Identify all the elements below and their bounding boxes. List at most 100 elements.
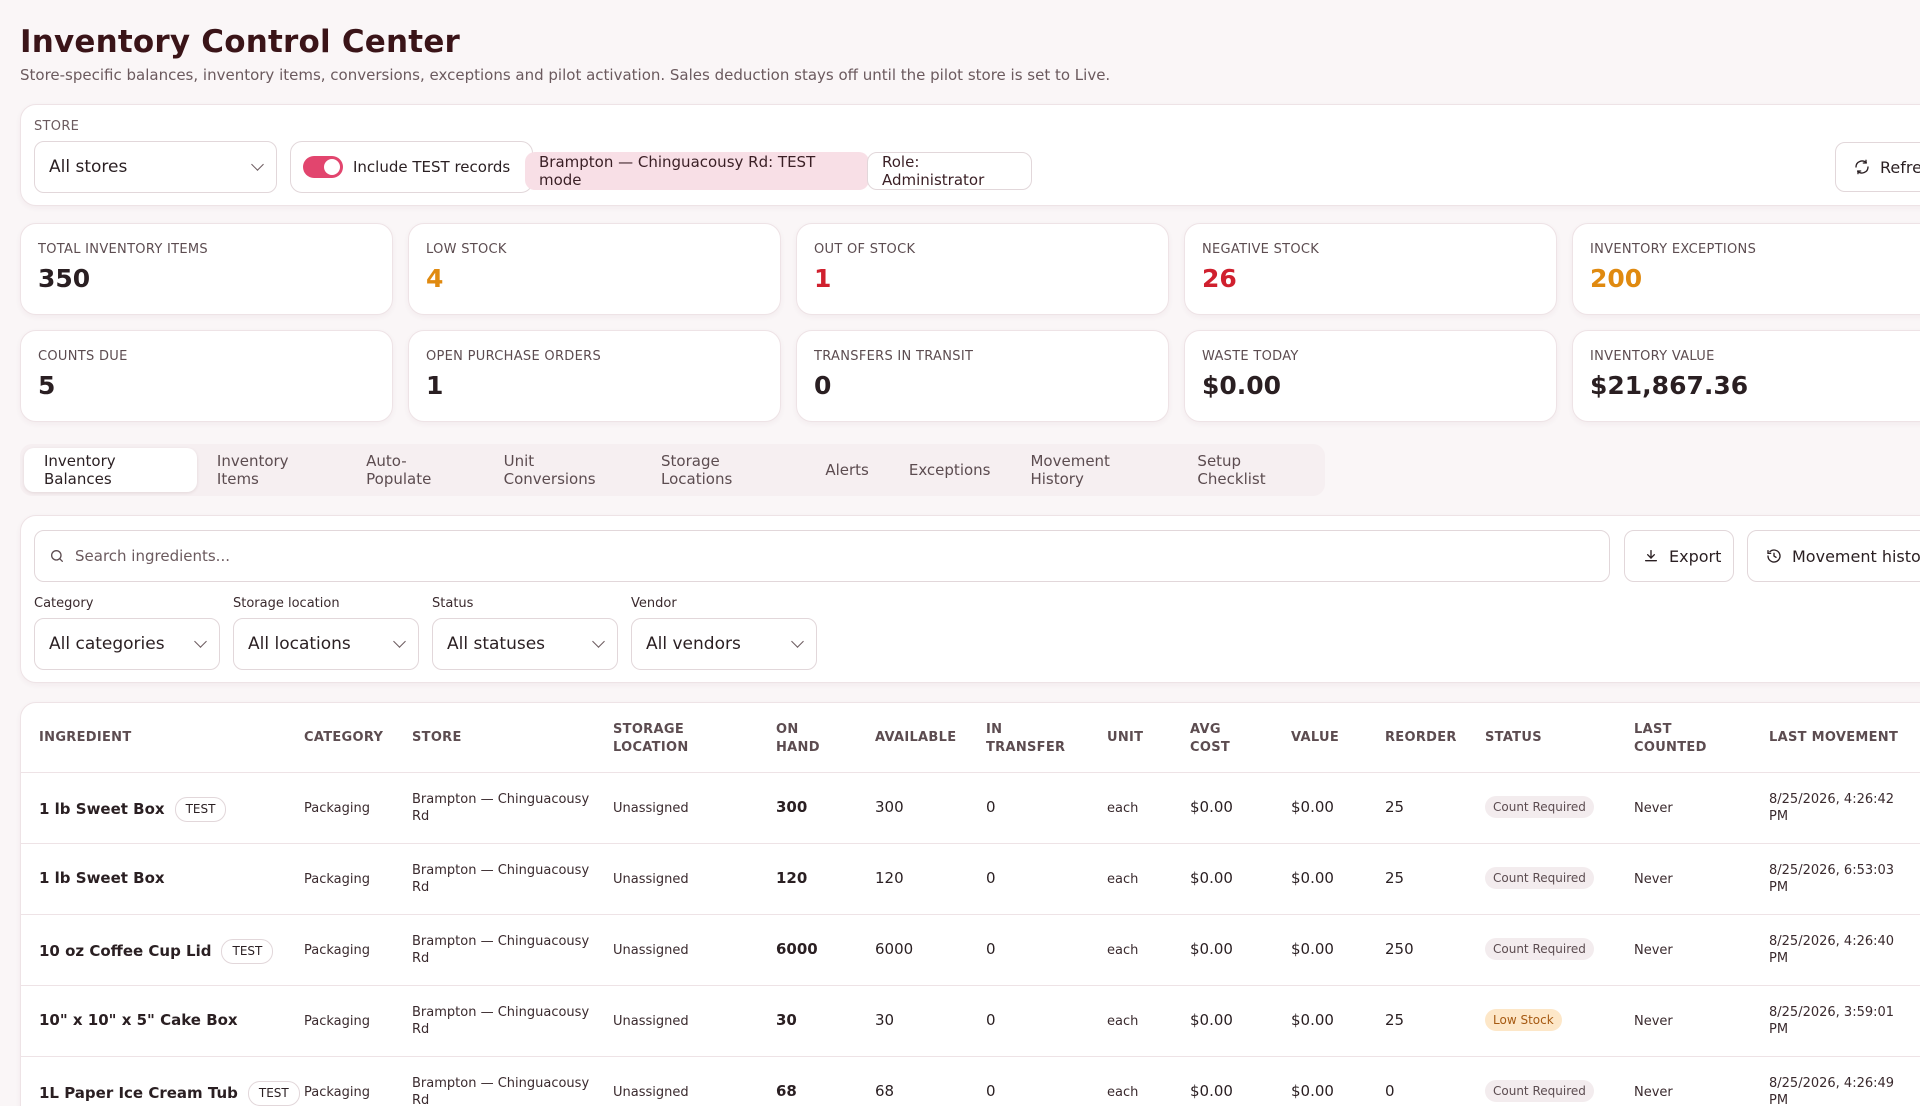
chevron-down-icon xyxy=(194,635,207,648)
test-mode-chip: Brampton — Chinguacousy Rd: TEST mode xyxy=(525,152,869,190)
storage-cell: Unassigned xyxy=(613,872,689,887)
table-row[interactable]: 1 lb Sweet Box Packaging Brampton — Chin… xyxy=(21,843,1920,914)
unit-cell: each xyxy=(1107,872,1139,887)
ingredient-label: 1 lb Sweet Box xyxy=(39,869,165,887)
last-counted-cell: Never xyxy=(1634,801,1673,816)
on-hand-cell: 30 xyxy=(776,1011,797,1029)
table-row[interactable]: 10 oz Coffee Cup Lid TEST Packaging Bramp… xyxy=(21,914,1920,985)
on-hand-cell: 120 xyxy=(776,869,808,887)
header-line: STORAGE xyxy=(613,722,685,737)
include-test-toggle[interactable]: Include TEST records xyxy=(290,141,533,193)
header-on-hand[interactable]: ON HAND xyxy=(776,721,820,757)
ingredient-name: 1 lb Sweet Box xyxy=(39,870,165,887)
tab-setup-checklist[interactable]: Setup Checklist xyxy=(1197,452,1266,488)
header-available[interactable]: AVAILABLE xyxy=(875,730,957,745)
role-chip: Role: Administrator xyxy=(867,152,1032,190)
category-cell: Packaging xyxy=(304,1085,370,1100)
store-line: Rd xyxy=(412,1022,430,1037)
refresh-button[interactable]: Refresh xyxy=(1835,142,1920,192)
header-unit[interactable]: UNIT xyxy=(1107,730,1144,745)
store-line: Rd xyxy=(412,951,430,966)
chevron-down-icon xyxy=(393,635,406,648)
header-line: COUNTED xyxy=(1634,740,1707,755)
avg-cost-cell: $0.00 xyxy=(1190,940,1233,958)
store-cell: Brampton — Chinguacousy Rd xyxy=(412,791,589,825)
header-in-transfer[interactable]: IN TRANSFER xyxy=(986,721,1065,757)
header-storage-location[interactable]: STORAGE LOCATION xyxy=(613,721,689,757)
on-hand-cell: 300 xyxy=(776,798,808,816)
tab-exceptions[interactable]: Exceptions xyxy=(908,461,991,479)
storage-location-value: All locations xyxy=(248,634,351,654)
table-row[interactable]: 1 lb Sweet Box TEST Packaging Brampton — … xyxy=(21,772,1920,843)
status-badge: Count Required xyxy=(1485,867,1594,889)
table-row[interactable]: 1L Paper Ice Cream Tub TEST Packaging Bra… xyxy=(21,1056,1920,1106)
header-ingredient[interactable]: INGREDIENT xyxy=(39,730,132,745)
header-value[interactable]: VALUE xyxy=(1291,730,1339,745)
tab-storage-locations[interactable]: Storage Locations xyxy=(661,452,733,488)
test-badge: TEST xyxy=(221,939,274,964)
table-row[interactable]: 10" x 10" x 5" Cake Box Packaging Brampt… xyxy=(21,985,1920,1056)
on-hand-cell: 68 xyxy=(776,1082,797,1100)
tab-inventory-items[interactable]: Inventory Items xyxy=(216,452,289,488)
search-input[interactable]: Search ingredients... xyxy=(34,530,1610,582)
value-cell: $0.00 xyxy=(1291,1011,1334,1029)
stat-low-stock: LOW STOCK 4 xyxy=(408,223,781,315)
storage-location-select[interactable]: All locations xyxy=(233,618,419,670)
stat-inventory-exceptions: INVENTORY EXCEPTIONS 200 xyxy=(1572,223,1920,315)
movement-line: 8/25/2026, 6:53:03 xyxy=(1769,863,1895,878)
page-subtitle: Store-specific balances, inventory items… xyxy=(20,66,1111,84)
movement-line: PM xyxy=(1769,880,1789,895)
status-select[interactable]: All statuses xyxy=(432,618,618,670)
header-line: TRANSFER xyxy=(986,740,1066,755)
toggle-switch[interactable] xyxy=(303,156,343,178)
stat-out-of-stock: OUT OF STOCK 1 xyxy=(796,223,1169,315)
header-line: COST xyxy=(1190,740,1231,755)
download-icon xyxy=(1645,550,1657,562)
stat-label: OPEN PURCHASE ORDERS xyxy=(426,349,601,364)
tab-bar: Inventory Balances Inventory Items Auto-… xyxy=(20,444,1325,496)
on-hand-cell: 6000 xyxy=(776,940,818,958)
header-last-movement[interactable]: LAST MOVEMENT xyxy=(1769,730,1899,745)
tab-inventory-balances[interactable]: Inventory Balances xyxy=(24,448,197,492)
available-cell: 300 xyxy=(875,798,904,816)
header-store[interactable]: STORE xyxy=(412,730,462,745)
header-category[interactable]: CATEGORY xyxy=(304,730,384,745)
inventory-table: INGREDIENT CATEGORY STORE STORAGE LOCATIO… xyxy=(20,702,1920,1106)
reorder-cell: 25 xyxy=(1385,798,1405,816)
category-value: All categories xyxy=(49,634,165,654)
vendor-select[interactable]: All vendors xyxy=(631,618,817,670)
tab-unit-conversions[interactable]: Unit Conversions xyxy=(503,452,596,488)
avg-cost-cell: $0.00 xyxy=(1190,1082,1233,1100)
in-transfer-cell: 0 xyxy=(986,798,996,816)
storage-cell: Unassigned xyxy=(613,1014,689,1029)
store-select-value: All stores xyxy=(49,157,128,177)
export-button[interactable]: Export xyxy=(1624,530,1734,582)
tab-movement-history[interactable]: Movement History xyxy=(1030,452,1110,488)
storage-location-label: Storage location xyxy=(233,596,340,611)
category-select[interactable]: All categories xyxy=(34,618,220,670)
reorder-cell: 25 xyxy=(1385,869,1405,887)
tab-auto-populate[interactable]: Auto-Populate xyxy=(366,452,432,488)
unit-cell: each xyxy=(1107,943,1139,958)
ingredient-name: 10" x 10" x 5" Cake Box xyxy=(39,1012,238,1029)
available-cell: 6000 xyxy=(875,940,914,958)
vendor-value: All vendors xyxy=(646,634,741,654)
status-badge: Count Required xyxy=(1485,1080,1594,1102)
header-status[interactable]: STATUS xyxy=(1485,730,1542,745)
in-transfer-cell: 0 xyxy=(986,1011,996,1029)
store-label: STORE xyxy=(34,119,80,134)
category-label: Category xyxy=(34,596,94,611)
ingredient-label: 10" x 10" x 5" Cake Box xyxy=(39,1011,238,1029)
header-reorder[interactable]: REORDER xyxy=(1385,730,1457,745)
movement-line: PM xyxy=(1769,1022,1789,1037)
movement-line: PM xyxy=(1769,951,1789,966)
movement-line: 8/25/2026, 4:26:49 xyxy=(1769,1076,1895,1091)
reorder-cell: 250 xyxy=(1385,940,1414,958)
header-avg-cost[interactable]: AVG COST xyxy=(1190,721,1230,757)
header-last-counted[interactable]: LAST COUNTED xyxy=(1634,721,1707,757)
available-cell: 120 xyxy=(875,869,904,887)
movement-history-button[interactable]: Movement history xyxy=(1747,530,1920,582)
available-cell: 68 xyxy=(875,1082,895,1100)
store-select[interactable]: All stores xyxy=(34,141,277,193)
tab-alerts[interactable]: Alerts xyxy=(825,461,869,479)
